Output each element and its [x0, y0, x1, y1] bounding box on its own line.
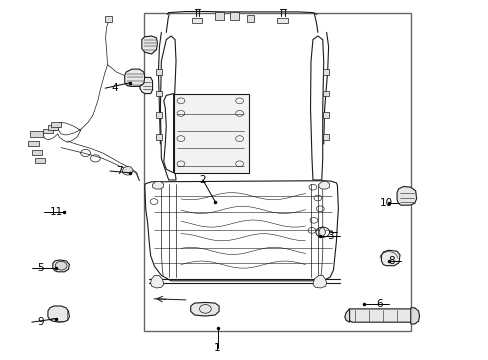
Bar — [125, 76, 133, 80]
Bar — [105, 16, 112, 22]
Bar — [156, 91, 162, 96]
Text: 4: 4 — [111, 83, 118, 93]
Text: 10: 10 — [379, 198, 392, 208]
Bar — [156, 112, 162, 118]
Text: 11: 11 — [50, 207, 63, 217]
Bar — [229, 12, 238, 20]
Bar — [51, 122, 61, 127]
Bar — [32, 150, 41, 155]
Polygon shape — [140, 77, 152, 94]
Bar — [30, 131, 43, 137]
Polygon shape — [142, 36, 157, 54]
Text: 9: 9 — [38, 317, 44, 327]
Polygon shape — [410, 308, 419, 324]
Bar — [35, 158, 45, 163]
Bar — [156, 69, 162, 75]
Polygon shape — [190, 302, 219, 316]
Bar — [322, 112, 328, 118]
Polygon shape — [150, 275, 163, 288]
Polygon shape — [48, 306, 69, 322]
Text: 6: 6 — [375, 299, 382, 309]
Polygon shape — [318, 227, 325, 236]
Bar — [144, 13, 410, 331]
Bar — [246, 15, 253, 22]
Bar — [156, 134, 162, 140]
Polygon shape — [53, 260, 69, 272]
Text: 1: 1 — [214, 343, 221, 354]
Text: 3: 3 — [326, 231, 333, 241]
Polygon shape — [122, 166, 133, 175]
Polygon shape — [344, 309, 349, 322]
Circle shape — [55, 261, 67, 270]
Text: 5: 5 — [38, 263, 44, 273]
Bar — [28, 141, 39, 146]
Text: 7: 7 — [116, 166, 122, 176]
Bar — [215, 12, 224, 20]
Polygon shape — [312, 275, 326, 288]
Bar — [322, 69, 328, 75]
Polygon shape — [396, 186, 416, 205]
Polygon shape — [347, 309, 415, 322]
Text: 8: 8 — [387, 256, 394, 266]
Bar — [48, 125, 58, 130]
Bar — [322, 91, 328, 96]
Polygon shape — [124, 69, 144, 86]
Bar — [173, 94, 249, 173]
Polygon shape — [381, 250, 399, 266]
Bar — [191, 18, 202, 23]
Bar — [43, 129, 53, 133]
Polygon shape — [152, 181, 163, 189]
Polygon shape — [318, 181, 329, 189]
Text: 2: 2 — [199, 175, 206, 185]
Bar — [277, 18, 287, 23]
Bar — [322, 134, 328, 140]
